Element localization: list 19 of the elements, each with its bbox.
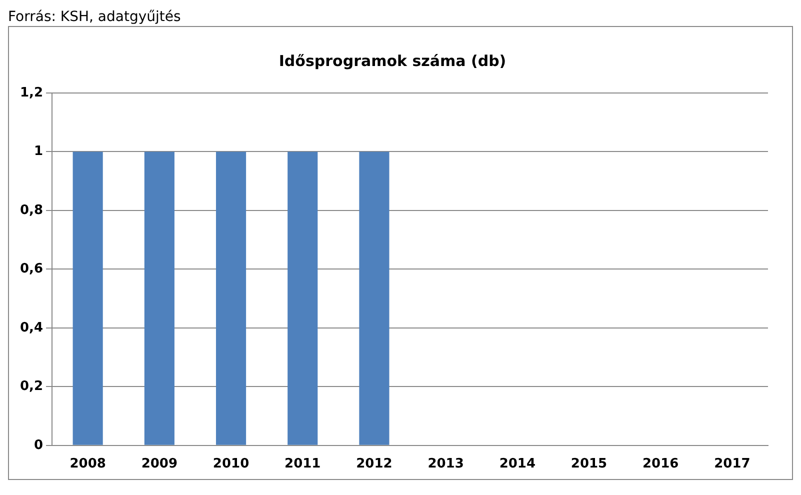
x-tick-label: 2011 [284, 456, 321, 472]
y-tick-label: 1 [34, 144, 44, 160]
x-tick-label: 2009 [141, 456, 178, 472]
chart-title: Idősprogramok száma (db) [278, 52, 506, 70]
y-tick-label: 0,2 [20, 379, 44, 394]
x-tick-label: 2010 [212, 456, 250, 472]
x-tick-label: 2012 [356, 456, 392, 472]
y-tick-label: 0,4 [20, 320, 44, 336]
x-tick-label: 2016 [642, 456, 679, 472]
x-tick-label: 2008 [70, 456, 106, 472]
y-tick-label: 0,8 [20, 202, 44, 218]
x-tick-label: 2017 [714, 456, 750, 472]
text: Forrás: KSH, adatgyűjtés [8, 8, 182, 26]
x-tick-label: 2014 [499, 456, 536, 472]
x-tick-label: 2013 [428, 456, 464, 472]
y-tick-label: 1,2 [20, 85, 44, 100]
y-tick-label: 0 [34, 438, 44, 453]
y-tick-label: 0,6 [20, 262, 44, 277]
x-tick-label: 2015 [570, 456, 608, 472]
